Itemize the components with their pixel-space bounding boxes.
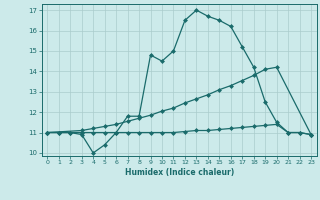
X-axis label: Humidex (Indice chaleur): Humidex (Indice chaleur): [124, 168, 234, 177]
